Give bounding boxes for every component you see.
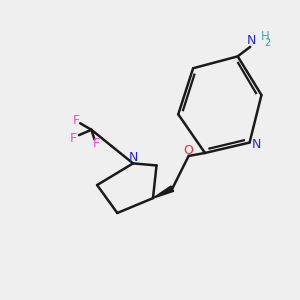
Text: N: N (129, 151, 138, 164)
Text: F: F (92, 137, 100, 150)
Text: N: N (247, 34, 256, 47)
Text: H: H (261, 30, 269, 43)
Text: N: N (251, 138, 261, 151)
Text: 2: 2 (264, 38, 270, 48)
Polygon shape (153, 186, 174, 198)
Text: O: O (183, 143, 193, 157)
Text: F: F (72, 114, 80, 128)
Text: F: F (70, 132, 77, 145)
